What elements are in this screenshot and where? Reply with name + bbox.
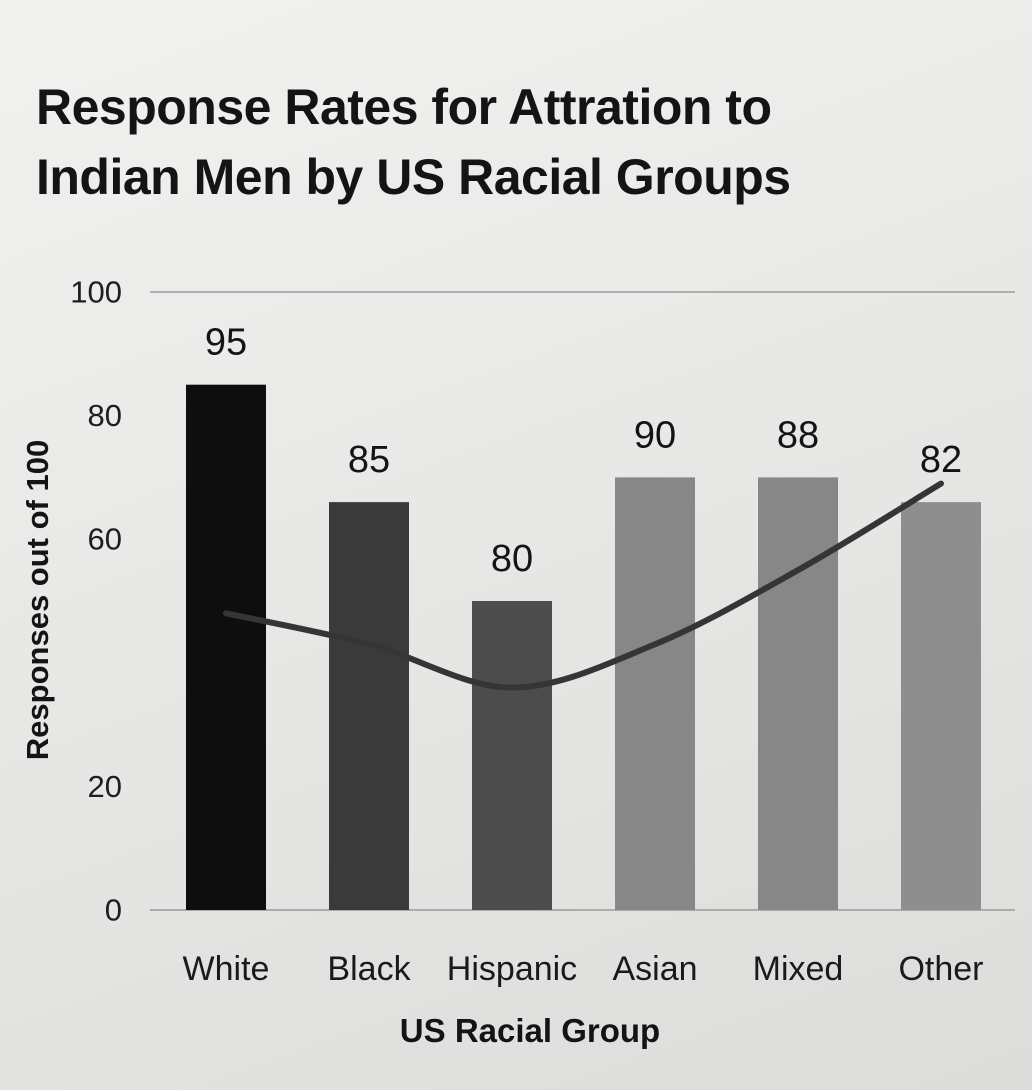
x-tick-label: Asian (612, 950, 697, 988)
chart-title-line-1: Response Rates for Attration to (36, 79, 772, 135)
x-tick-label: Other (898, 950, 983, 988)
y-axis-label: Responses out of 100 (20, 439, 55, 761)
y-tick-label: 60 (88, 522, 122, 557)
data-label: 90 (634, 414, 676, 456)
bar-hispanic (472, 601, 552, 910)
x-tick-label: Black (327, 950, 411, 988)
data-label: 85 (348, 439, 390, 481)
data-label: 95 (205, 322, 247, 364)
bar-black (329, 502, 409, 910)
y-tick-label: 20 (88, 769, 122, 804)
data-label: 80 (491, 538, 533, 580)
data-label: 82 (920, 439, 962, 481)
x-tick-label: Hispanic (447, 950, 577, 988)
y-tick-label: 100 (70, 275, 122, 310)
bar-white (186, 384, 266, 910)
bar-mixed (758, 477, 838, 910)
trend-line (223, 480, 944, 691)
x-tick-label: Mixed (753, 950, 844, 988)
chart-title-line-2: Indian Men by US Racial Groups (36, 149, 791, 205)
bar-asian (615, 477, 695, 910)
y-tick-label: 80 (88, 398, 122, 433)
x-tick-label: White (183, 950, 270, 988)
x-axis-label: US Racial Group (399, 1012, 661, 1049)
bar-other (901, 502, 981, 910)
chart-title: Response Rates for Attration to Indian M… (36, 72, 996, 212)
y-tick-label: 0 (105, 893, 122, 928)
data-label: 88 (777, 414, 819, 456)
